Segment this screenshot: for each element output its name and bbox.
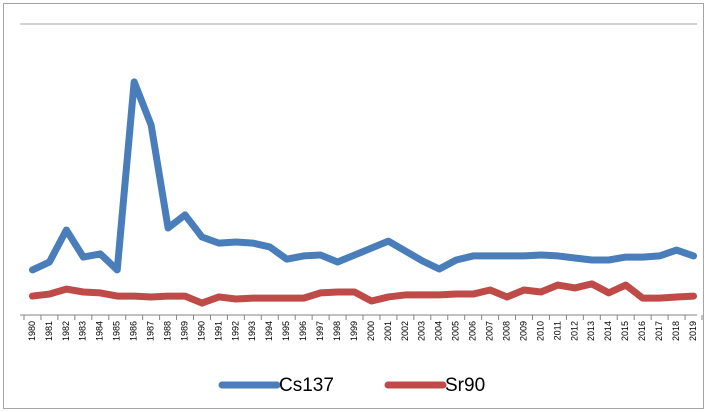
x-tick-label: 2014 (603, 321, 613, 341)
x-tick-label: 2002 (400, 321, 410, 341)
x-tick-label: 2017 (654, 321, 664, 341)
x-tick-label: 1993 (247, 321, 257, 341)
x-tick-label: 2011 (552, 321, 562, 340)
x-tick-label: 2015 (620, 321, 630, 341)
x-tick-label: 2019 (688, 321, 698, 341)
x-tick-label: 2016 (637, 321, 647, 341)
legend-label: Cs137 (279, 375, 334, 396)
x-tick-label: 2012 (569, 321, 579, 341)
x-tick-label: 1998 (332, 321, 342, 341)
x-tick-label: 1989 (179, 321, 189, 341)
x-tick-label: 1986 (129, 321, 139, 341)
x-tick-label: 2001 (383, 321, 393, 341)
x-tick-label: 1988 (162, 321, 172, 341)
x-tick-label: 1982 (61, 321, 71, 341)
x-tick-label: 2006 (468, 321, 478, 341)
x-tick-label: 2018 (671, 321, 681, 341)
chart-border (3, 3, 704, 409)
x-tick-label: 2009 (518, 321, 528, 341)
x-tick-label: 1983 (78, 321, 88, 341)
x-tick-label: 1980 (27, 321, 37, 341)
series-line (28, 78, 698, 274)
x-tick-label: 1996 (298, 321, 308, 341)
x-tick-label: 1999 (349, 321, 359, 341)
x-tick-label: 2005 (451, 321, 461, 341)
x-tick-label: 2007 (485, 321, 495, 341)
series-line (28, 280, 698, 307)
x-tick-label: 1981 (44, 321, 54, 341)
x-tick-label: 1985 (112, 321, 122, 341)
x-tick-label: 2010 (535, 321, 545, 341)
x-tick-label: 1990 (196, 321, 206, 341)
x-tick-label: 1984 (95, 321, 105, 341)
x-tick-label: 1987 (146, 321, 156, 341)
x-tick-label: 2000 (366, 321, 376, 341)
x-tick-label: 1997 (315, 321, 325, 341)
x-tick-label: 1991 (213, 321, 223, 341)
legend-label: Sr90 (445, 375, 485, 396)
x-tick-label: 2008 (501, 321, 511, 341)
x-tick-label: 1992 (230, 321, 240, 341)
x-tick-label: 2003 (417, 321, 427, 341)
x-tick-label: 2004 (434, 321, 444, 341)
x-tick-label: 1995 (281, 321, 291, 341)
x-tick-label: 1994 (264, 321, 274, 341)
x-tick-label: 2013 (586, 321, 596, 341)
